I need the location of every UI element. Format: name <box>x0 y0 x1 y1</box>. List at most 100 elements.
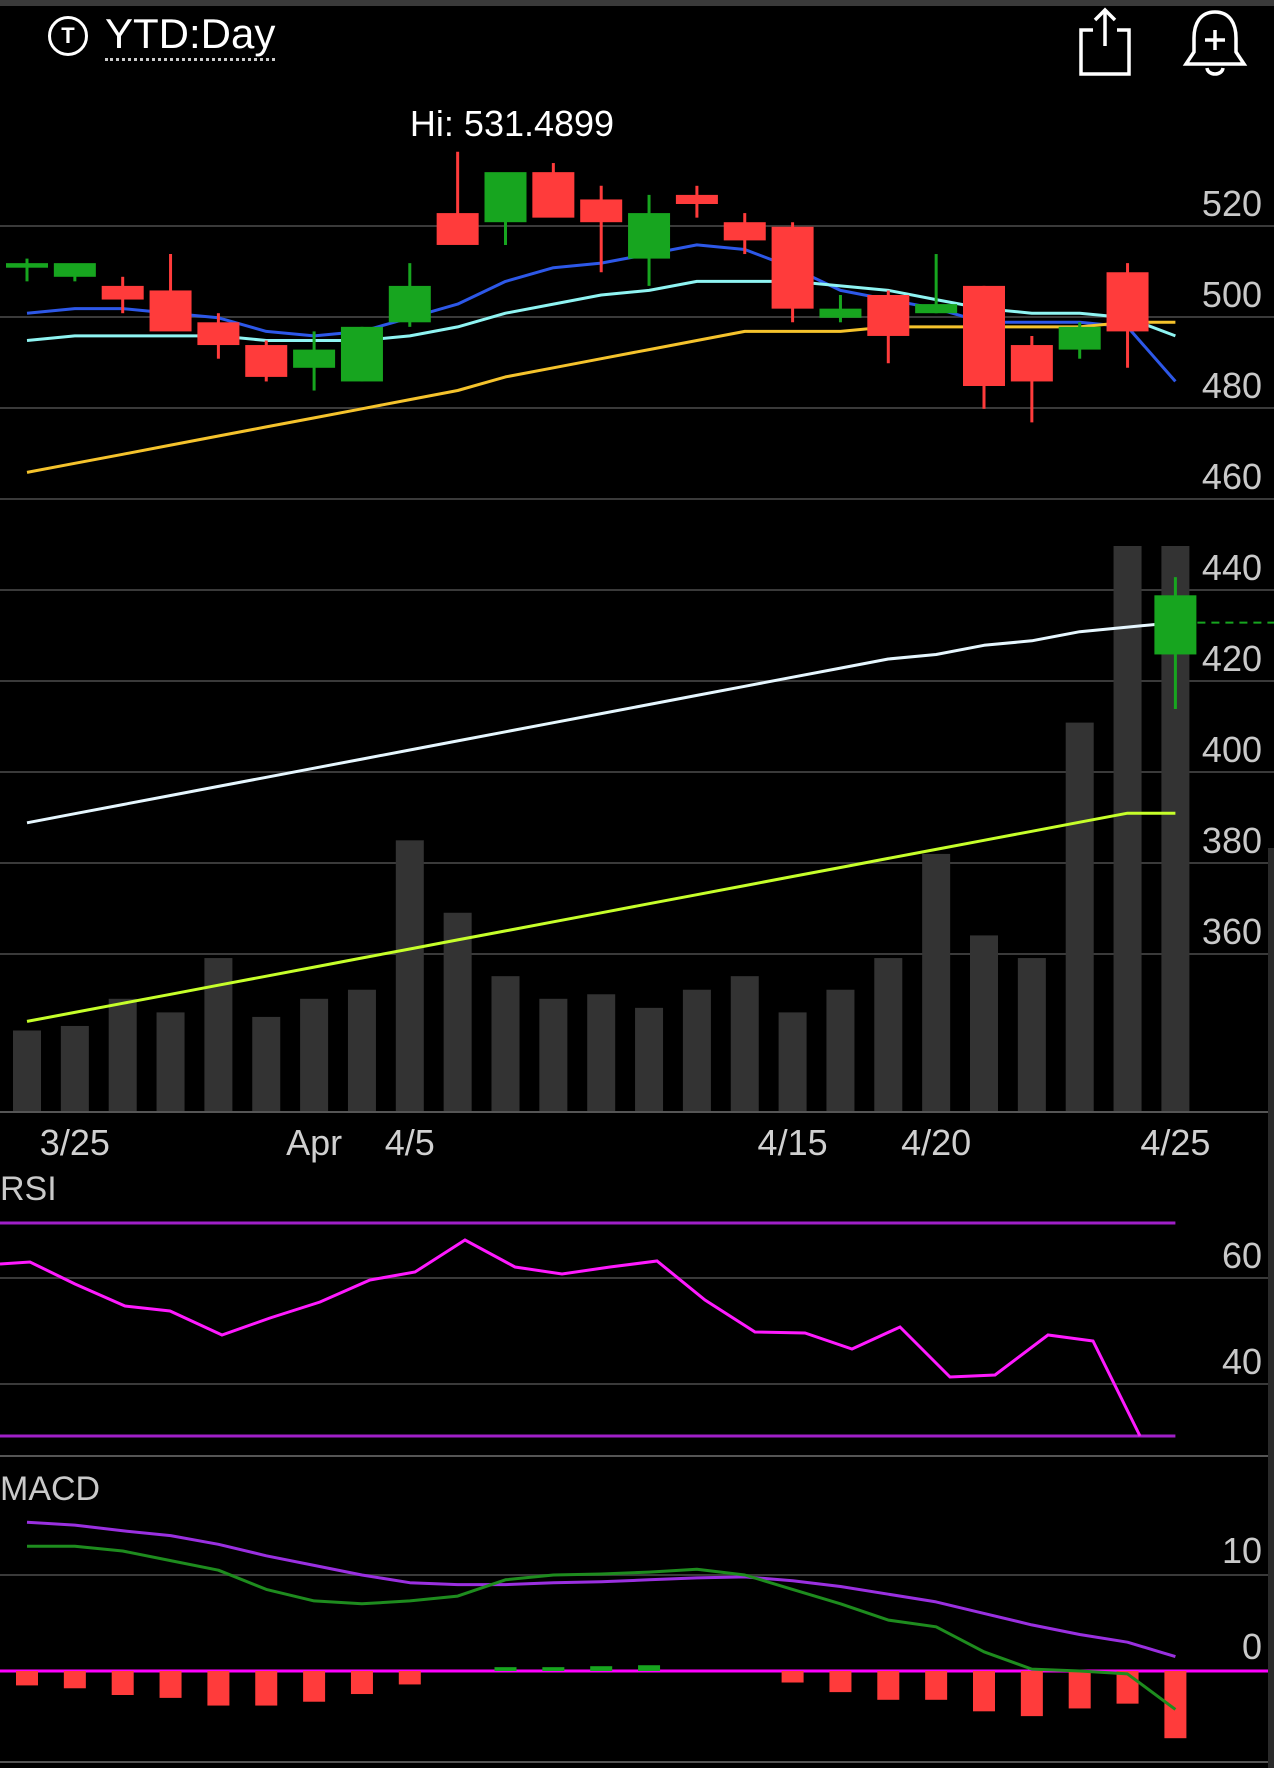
volume-bar <box>443 912 472 1112</box>
date-axis-label: 4/25 <box>1140 1122 1210 1163</box>
candle-body[interactable] <box>340 326 383 382</box>
price-axis-label: 440 <box>1202 547 1262 588</box>
candle-body[interactable] <box>819 308 862 318</box>
top-bar: T YTD:Day <box>0 0 1274 80</box>
volume-bar <box>1113 546 1142 1112</box>
date-axis-label: Apr <box>286 1122 342 1163</box>
rsi-axis-label: 40 <box>1222 1341 1262 1382</box>
scrollbar[interactable] <box>1268 848 1274 1768</box>
volume-bar <box>874 958 903 1112</box>
candle-body[interactable] <box>197 322 240 346</box>
volume-ma-line <box>26 811 1176 1023</box>
volume-bar <box>922 853 951 1112</box>
candle-body[interactable] <box>293 349 336 368</box>
macd-histogram-bar <box>925 1671 948 1700</box>
candle-body[interactable] <box>6 263 48 268</box>
macd-histogram-bar <box>207 1671 230 1706</box>
moving-average-line <box>26 621 1176 825</box>
macd-histogram-bar <box>303 1671 326 1702</box>
candle-body[interactable] <box>53 263 96 277</box>
volume-bar <box>13 1030 41 1112</box>
date-axis-label: 4/20 <box>901 1122 971 1163</box>
top-divider <box>0 0 1274 6</box>
volume-bar <box>395 840 424 1112</box>
rsi-line <box>0 1238 1142 1437</box>
share-icon[interactable] <box>1075 6 1135 78</box>
candle-body[interactable] <box>149 290 192 332</box>
volume-bar <box>60 1025 89 1112</box>
macd-axis-label: 10 <box>1222 1530 1262 1571</box>
macd-histogram-bar <box>1068 1671 1091 1709</box>
candle-body[interactable] <box>628 213 671 259</box>
candle-body[interactable] <box>532 172 575 218</box>
macd-histogram-bar <box>1164 1671 1187 1739</box>
price-axis-label: 360 <box>1202 911 1262 952</box>
candle-body[interactable] <box>1106 272 1149 332</box>
volume-bar <box>252 1016 281 1112</box>
rsi-axis-label: 60 <box>1222 1235 1262 1276</box>
macd-histogram-bar <box>877 1671 900 1700</box>
candle-body[interactable] <box>771 226 814 309</box>
macd-histogram-bar <box>494 1667 517 1671</box>
volume-bar <box>491 976 520 1112</box>
macd-histogram-bar <box>590 1666 613 1671</box>
volume-bar <box>778 1012 807 1112</box>
candle-body[interactable] <box>101 285 144 300</box>
candle-body[interactable] <box>723 222 766 241</box>
volume-bar <box>108 998 137 1112</box>
candle-body[interactable] <box>1058 326 1101 350</box>
volume-bar <box>204 958 233 1112</box>
price-axis-label: 400 <box>1202 729 1262 770</box>
high-price-annotation: Hi: 531.4899 <box>410 103 614 144</box>
volume-bar <box>826 989 855 1112</box>
macd-histogram-bar <box>398 1671 421 1685</box>
candle-body[interactable] <box>963 285 1005 386</box>
candle-body[interactable] <box>675 194 718 204</box>
ticker-info-icon[interactable]: T <box>48 16 88 56</box>
candle-body[interactable] <box>1154 595 1197 655</box>
macd-histogram-bar <box>255 1671 278 1706</box>
volume-bar <box>539 998 568 1112</box>
price-axis-label: 380 <box>1202 820 1262 861</box>
price-axis-label: 520 <box>1202 183 1262 224</box>
volume-bar <box>156 1012 185 1112</box>
price-axis-label: 480 <box>1202 365 1262 406</box>
date-axis-label: 4/5 <box>385 1122 435 1163</box>
macd-histogram-bar <box>542 1667 565 1671</box>
volume-bar <box>587 994 616 1112</box>
volume-bar <box>730 976 759 1112</box>
macd-histogram-bar <box>350 1671 373 1695</box>
candle-body[interactable] <box>1010 345 1053 382</box>
macd-histogram-bar <box>16 1671 38 1686</box>
macd-histogram-bar <box>1116 1671 1139 1704</box>
volume-bar <box>1017 958 1046 1112</box>
candle-body[interactable] <box>580 199 623 223</box>
macd-axis-label: 0 <box>1242 1626 1262 1667</box>
macd-histogram-bar <box>159 1671 182 1698</box>
candle-body[interactable] <box>915 304 958 314</box>
date-axis-label: 4/15 <box>758 1122 828 1163</box>
candle-body[interactable] <box>245 345 288 377</box>
macd-histogram-bar <box>781 1671 804 1683</box>
date-axis-label: 3/25 <box>40 1122 110 1163</box>
price-axis-label: 500 <box>1202 274 1262 315</box>
macd-histogram-bar <box>973 1671 995 1712</box>
volume-bar <box>1065 722 1094 1112</box>
volume-bar <box>635 1007 664 1112</box>
rsi-title: RSI <box>0 1170 57 1208</box>
macd-line <box>27 1544 1177 1711</box>
candle-body[interactable] <box>484 172 527 223</box>
bell-plus-icon[interactable] <box>1182 6 1248 78</box>
chart-timeframe-selector[interactable]: YTD:Day <box>105 10 276 61</box>
volume-bar <box>347 989 376 1112</box>
volume-bar <box>682 989 711 1112</box>
macd-signal-line <box>26 1520 1176 1659</box>
macd-histogram-bar <box>111 1671 134 1695</box>
price-axis-label: 420 <box>1202 638 1262 679</box>
candle-body[interactable] <box>867 295 910 336</box>
macd-histogram-bar <box>1020 1671 1043 1717</box>
candle-body[interactable] <box>388 285 431 323</box>
candle-body[interactable] <box>436 213 479 245</box>
volume-bar <box>970 935 998 1112</box>
